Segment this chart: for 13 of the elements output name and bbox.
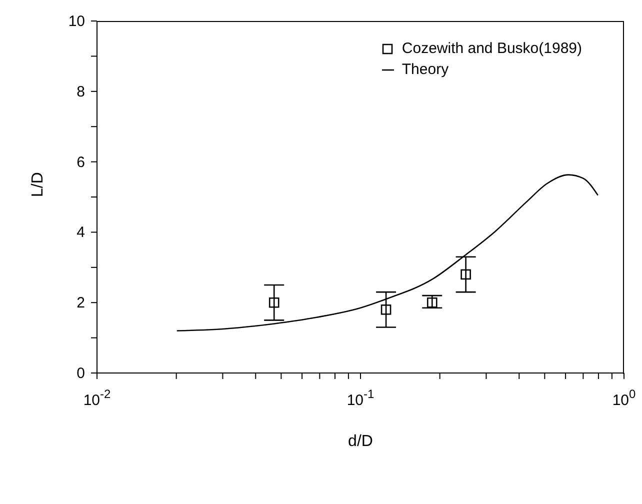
y-tick-label: 4 [76, 224, 85, 242]
y-tick-label: 2 [76, 294, 85, 312]
y-tick-label: 8 [76, 83, 85, 100]
legend-label: Cozewith and Busko(1989) [402, 39, 582, 59]
y-axis-title: L/D [30, 172, 47, 197]
legend-label: Theory [402, 60, 449, 80]
y-tick-label: 10 [68, 13, 85, 30]
x-tick-label: 10$^{-2}$ [83, 387, 112, 409]
x-axis-title: d/D [348, 433, 373, 450]
x-tick-label: 10$^{-1}$ [346, 387, 375, 409]
y-tick-label: 0 [76, 365, 85, 382]
x-tick-label: 10$^{0}$ [612, 387, 636, 409]
y-tick-label: 6 [76, 154, 85, 171]
